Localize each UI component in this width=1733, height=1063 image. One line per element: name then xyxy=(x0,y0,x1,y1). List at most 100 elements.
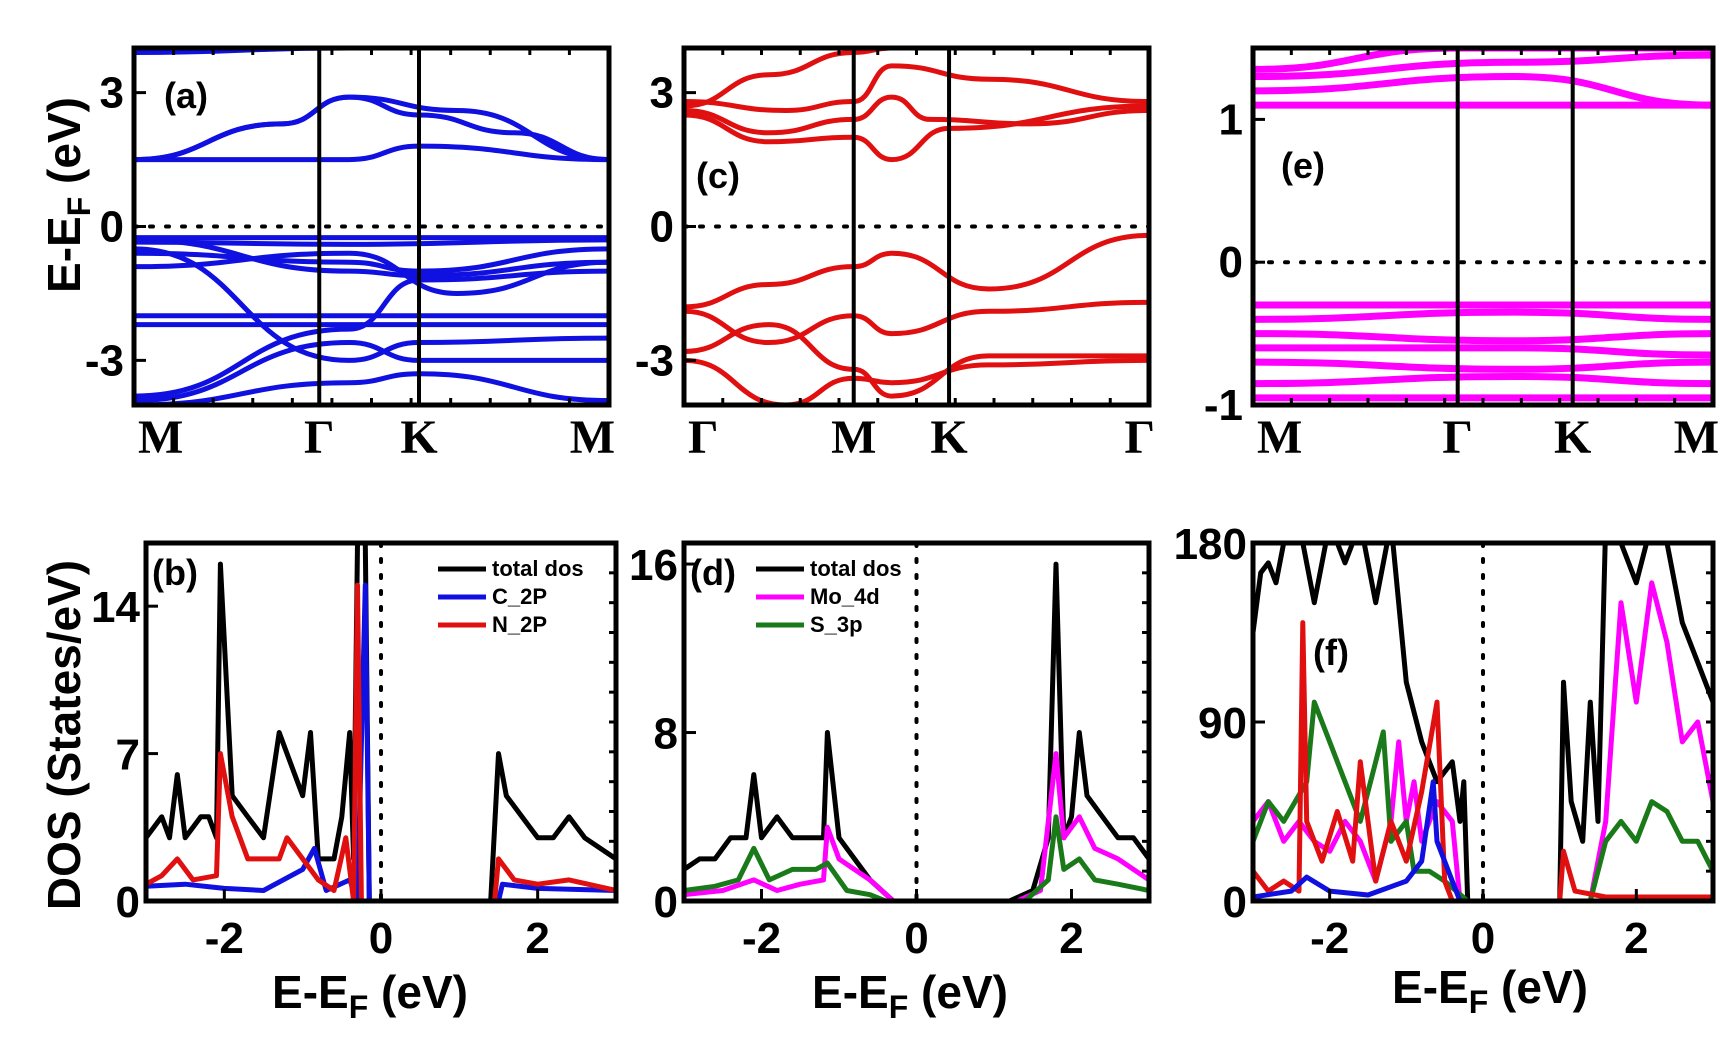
panel-a: M Γ K M 3 0 -3 (a) xyxy=(85,45,615,464)
band-line xyxy=(134,237,609,247)
ytick-label: 3 xyxy=(100,69,124,118)
kpoint-label: Γ xyxy=(688,411,719,464)
plot-frame xyxy=(143,540,619,904)
panel-b: -2 0 2 0 7 14 (b) total dos C_2P N_2P xyxy=(91,540,619,963)
legend-label: S_3p xyxy=(810,612,863,637)
band-line xyxy=(134,246,609,363)
plot-frame xyxy=(681,540,1152,904)
xtick-label: 0 xyxy=(369,914,393,963)
bands xyxy=(1253,48,1713,402)
panel-f: -2 0 2 0 90 180 (f) xyxy=(1174,520,1716,963)
band-line xyxy=(1253,358,1713,373)
panel-label: (f) xyxy=(1313,632,1349,673)
kpoint-label: M xyxy=(570,411,615,464)
legend-label: Mo_4d xyxy=(810,584,880,609)
band-line xyxy=(134,143,609,163)
kpoint-label: M xyxy=(138,411,183,464)
band-line xyxy=(134,237,609,279)
band-line xyxy=(1253,73,1713,109)
series-s-3p xyxy=(684,814,1149,901)
band-line xyxy=(684,48,892,109)
ytick-label: 14 xyxy=(91,583,140,632)
band-line xyxy=(684,103,1149,163)
xtick-label: 2 xyxy=(525,914,549,963)
bands xyxy=(134,48,609,405)
kpoint-label: K xyxy=(930,411,967,464)
kpoint-label: M xyxy=(1674,411,1719,464)
panel-c: Γ M K Γ 3 0 -3 (c) xyxy=(635,45,1155,464)
legend-label: total dos xyxy=(492,556,584,581)
ytick-label: 1 xyxy=(1219,95,1243,144)
series-mo-4d xyxy=(684,751,1149,901)
xtick-label: 2 xyxy=(1059,914,1083,963)
plot-frame xyxy=(1250,540,1716,904)
ytick-label: 3 xyxy=(650,69,674,118)
band-line xyxy=(1253,51,1713,81)
legend: total dos Mo_4d S_3p xyxy=(756,556,902,637)
band-line xyxy=(684,63,1149,113)
legend-label: C_2P xyxy=(492,584,547,609)
plot-frame xyxy=(131,45,612,408)
series-c-2p xyxy=(1253,779,1713,901)
dos-series xyxy=(1253,543,1713,901)
series-total-dos xyxy=(684,561,1149,901)
ytick-label: 0 xyxy=(1219,238,1243,287)
xtick-label: -2 xyxy=(205,914,244,963)
band-line xyxy=(1253,372,1713,388)
panel-e: M Γ K M 1 0 -1 (e) xyxy=(1204,45,1719,464)
kpoint-label: Γ xyxy=(1124,411,1155,464)
band-line xyxy=(684,232,1149,310)
ytick-label: 0 xyxy=(650,203,674,252)
band-line xyxy=(684,322,1149,399)
bands xyxy=(684,48,1149,405)
dos-b-xlabel: E-EF (eV) xyxy=(272,966,468,1025)
band-line xyxy=(684,299,1149,346)
series-n-2p xyxy=(1253,620,1713,901)
kpoint-label: Γ xyxy=(304,411,335,464)
series-total-dos xyxy=(1253,543,1713,901)
band-line xyxy=(684,94,1149,136)
kpoint-label: Γ xyxy=(1442,411,1473,464)
dos-d-xlabel: E-EF (eV) xyxy=(812,966,1008,1025)
ytick-label: 0 xyxy=(100,203,124,252)
plot-frame xyxy=(1250,45,1716,408)
kpoint-label: M xyxy=(1257,411,1302,464)
xtick-label: 0 xyxy=(904,914,928,963)
ytick-label: 0 xyxy=(1223,878,1247,927)
band-line xyxy=(134,246,609,274)
legend: total dos C_2P N_2P xyxy=(438,556,584,637)
band-line xyxy=(134,94,609,163)
panel-label: (e) xyxy=(1281,145,1325,186)
ytick-label: 7 xyxy=(116,731,140,780)
kpoint-label: K xyxy=(1554,411,1591,464)
legend-label: N_2P xyxy=(492,612,547,637)
dos-series xyxy=(146,543,616,901)
band-line xyxy=(1253,344,1713,359)
ytick-label: 0 xyxy=(116,878,140,927)
kpoint-label: M xyxy=(831,411,876,464)
ytick-label: -3 xyxy=(85,336,124,385)
panel-label: (c) xyxy=(696,155,740,196)
ytick-label: 180 xyxy=(1174,520,1247,569)
panel-label: (b) xyxy=(152,552,198,593)
ytick-label: -3 xyxy=(635,336,674,385)
xtick-label: -2 xyxy=(742,914,781,963)
legend-label: total dos xyxy=(810,556,902,581)
ytick-label: 16 xyxy=(629,541,678,590)
xtick-label: 2 xyxy=(1624,914,1648,963)
band-line xyxy=(684,357,1149,405)
ytick-label: 90 xyxy=(1198,699,1247,748)
band-line xyxy=(1253,308,1713,323)
series-n-2p xyxy=(146,582,616,901)
band-line xyxy=(134,371,609,405)
dos-series xyxy=(684,561,1149,901)
band-line xyxy=(134,268,609,399)
dos-ylabel: DOS (States/eV) xyxy=(38,560,90,910)
band-line xyxy=(1253,48,1713,73)
panel-label: (a) xyxy=(164,75,208,116)
plot-frame xyxy=(681,45,1152,408)
dos-f-xlabel: E-EF (eV) xyxy=(1392,961,1588,1020)
panel-label: (d) xyxy=(690,552,736,593)
band-ylabel: E-EF (eV) xyxy=(38,97,97,293)
